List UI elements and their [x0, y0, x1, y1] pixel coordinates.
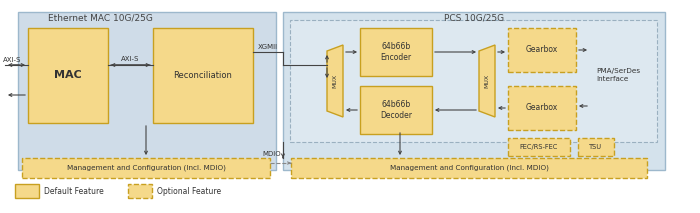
Text: MUX: MUX [484, 74, 489, 88]
Bar [508, 138, 570, 156]
Polygon shape [479, 45, 495, 117]
Text: Default Feature: Default Feature [44, 187, 104, 196]
Bar [18, 12, 276, 170]
Text: MDIO: MDIO [262, 151, 281, 157]
Bar [153, 28, 253, 123]
Text: Ethernet MAC 10G/25G: Ethernet MAC 10G/25G [48, 13, 153, 23]
Text: 64b66b
Encoder: 64b66b Encoder [380, 42, 412, 62]
Text: MUX: MUX [332, 74, 337, 88]
Text: Management and Configuration (Incl. MDIO): Management and Configuration (Incl. MDIO… [390, 165, 548, 171]
Bar [360, 86, 432, 134]
Text: Gearbox: Gearbox [526, 104, 558, 112]
Text: XGMII: XGMII [258, 44, 278, 50]
Bar [28, 28, 108, 123]
Bar [283, 12, 665, 170]
Bar [360, 28, 432, 76]
Text: Gearbox: Gearbox [526, 46, 558, 55]
Text: AXI-S: AXI-S [121, 56, 139, 62]
Text: Management and Configuration (Incl. MDIO): Management and Configuration (Incl. MDIO… [66, 165, 225, 171]
Bar [15, 184, 39, 198]
Text: FEC/RS-FEC: FEC/RS-FEC [520, 144, 558, 150]
Bar [578, 138, 614, 156]
Text: TSU: TSU [589, 144, 603, 150]
Text: PMA/SerDes
Interface: PMA/SerDes Interface [596, 68, 640, 82]
Bar [291, 158, 647, 178]
Text: Reconciliation: Reconciliation [174, 71, 232, 79]
Text: PCS 10G/25G: PCS 10G/25G [444, 13, 504, 23]
Bar [128, 184, 152, 198]
Text: MAC: MAC [54, 70, 82, 80]
Bar [508, 86, 576, 130]
Text: AXI-S: AXI-S [3, 57, 21, 63]
Polygon shape [327, 45, 343, 117]
Bar [290, 20, 657, 142]
Text: Optional Feature: Optional Feature [157, 187, 221, 196]
Bar [22, 158, 270, 178]
Bar [508, 28, 576, 72]
Text: 64b66b
Decoder: 64b66b Decoder [380, 100, 412, 120]
